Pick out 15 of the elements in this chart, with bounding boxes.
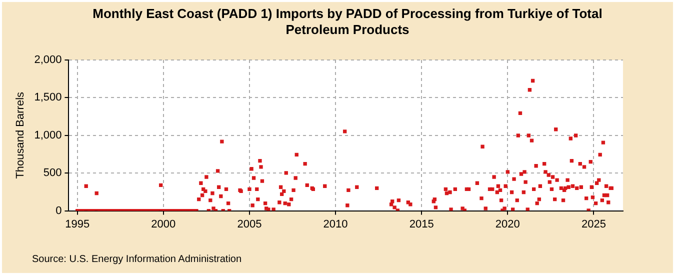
x-tick-label: 2015 <box>409 218 434 230</box>
y-tick-label: 1,000 <box>34 129 62 142</box>
x-tick-label: 2000 <box>151 218 176 230</box>
x-tick-label: 2005 <box>237 218 262 230</box>
source-note: Source: U.S. Energy Information Administration <box>32 254 242 265</box>
x-tick-label: 2025 <box>581 218 606 230</box>
chart-title: Monthly East Coast (PADD 1) Imports by PADD of Processing from Turkiye of Total Petroleum Products <box>92 6 604 38</box>
y-tick-label: 2,000 <box>34 54 62 66</box>
y-tick-label: 500 <box>43 167 62 180</box>
y-tick-label: 1,500 <box>34 92 62 104</box>
x-tick-label: 2020 <box>495 218 520 230</box>
y-axis-title: Thousand Barrels <box>14 91 27 179</box>
x-tick-label: 1995 <box>65 218 90 230</box>
y-tick-label: 0 <box>56 204 62 217</box>
x-tick-label: 2010 <box>323 218 348 230</box>
